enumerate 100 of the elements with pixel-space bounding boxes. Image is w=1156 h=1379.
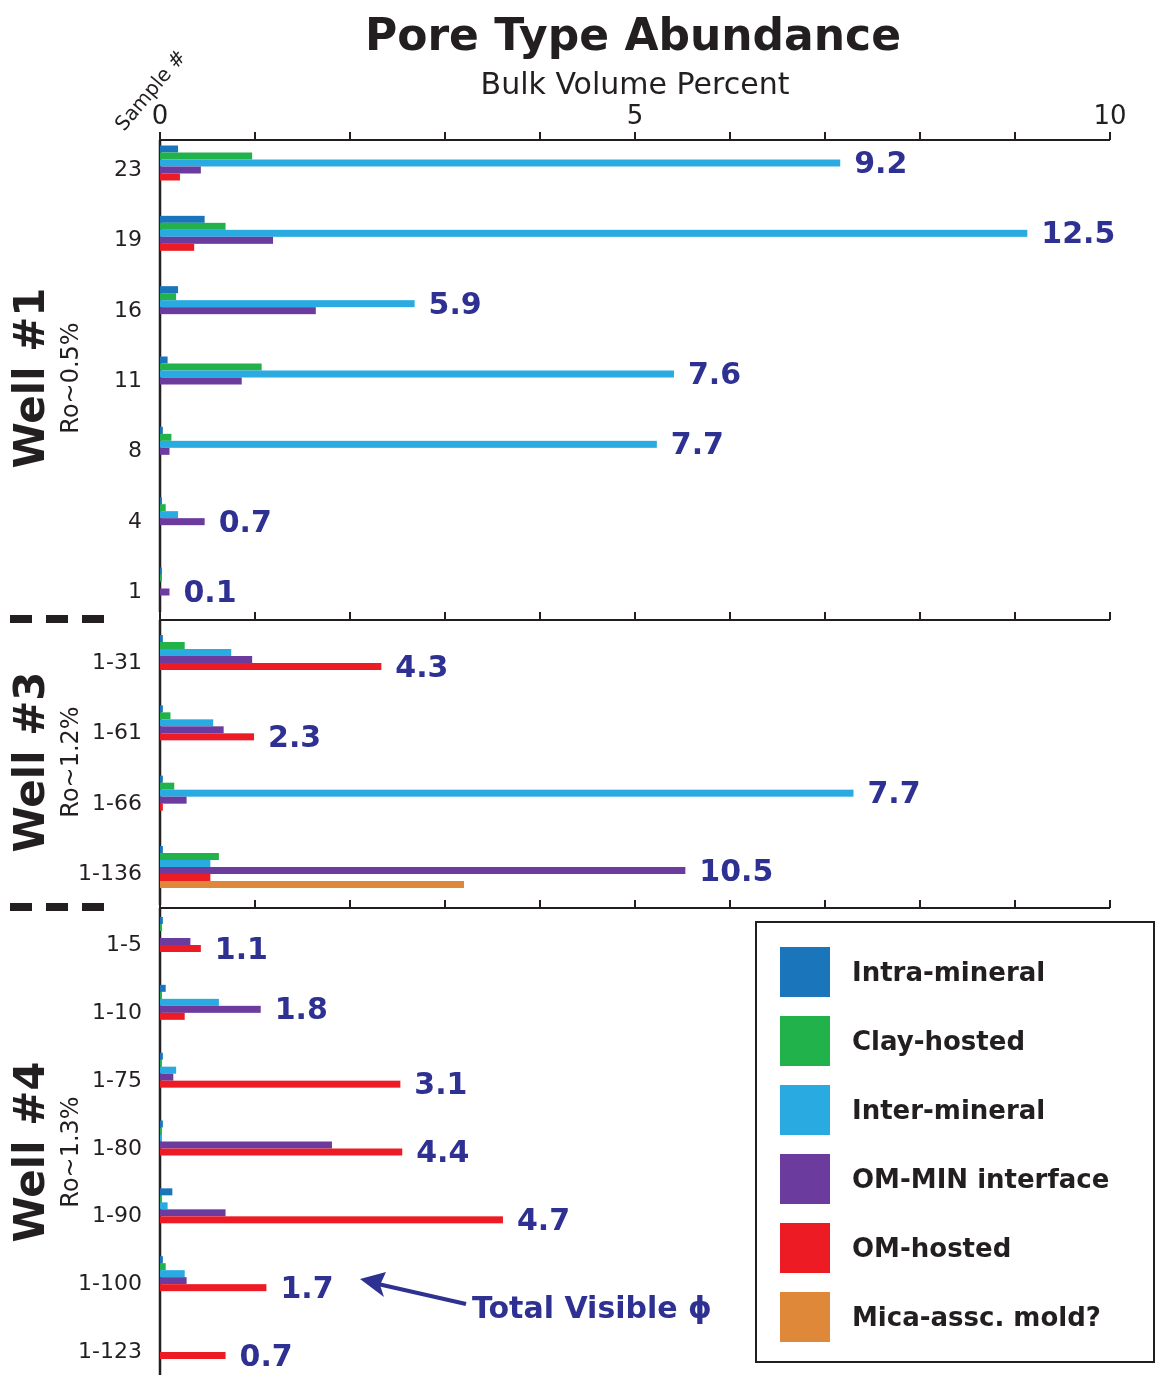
- bar: [160, 1263, 166, 1271]
- legend-label: Inter-mineral: [852, 1095, 1046, 1125]
- annotation: 2.3: [268, 718, 322, 754]
- annotation: 1.1: [214, 930, 269, 966]
- bar: [160, 726, 224, 734]
- bar: [160, 789, 854, 797]
- bar: [160, 363, 262, 371]
- bar: [160, 426, 163, 434]
- annotation: 10.5: [699, 852, 774, 888]
- bar: [160, 447, 170, 455]
- x-tick-label: 5: [626, 100, 644, 130]
- text: Ro~1.2%: [56, 706, 84, 818]
- y-tick-label: 1-123: [78, 1338, 142, 1363]
- bar: [160, 663, 382, 670]
- bar: [160, 853, 219, 860]
- bar: [160, 504, 166, 512]
- bar: [160, 518, 205, 526]
- y-tick-label: 16: [114, 296, 142, 322]
- bar: [160, 1216, 503, 1224]
- annotation: 4.4: [416, 1134, 470, 1169]
- bar: [160, 370, 674, 378]
- y-tick-label: 1-31: [92, 649, 142, 674]
- annotation: 0.7: [239, 1337, 293, 1373]
- x-tick-label: 10: [1093, 100, 1127, 130]
- bar: [160, 1188, 173, 1196]
- legend-label: OM-hosted: [852, 1233, 1012, 1263]
- annotation: Total Visible ϕ: [472, 1290, 712, 1325]
- y-tick-label: 1-61: [92, 719, 142, 745]
- bar: [160, 236, 274, 244]
- y-axis-title: Well #4: [5, 1061, 54, 1243]
- bar: [160, 642, 185, 649]
- bar: [160, 1256, 163, 1264]
- bar: [160, 1012, 185, 1020]
- bar: [160, 152, 253, 160]
- annotation: 4.3: [395, 648, 449, 684]
- y-tick-label: 1-90: [92, 1202, 142, 1228]
- annotation: 7.7: [867, 775, 921, 811]
- bar: [160, 775, 163, 783]
- bar: [160, 1005, 261, 1013]
- bar: [160, 222, 226, 230]
- annotation: 5.9: [428, 285, 482, 321]
- bar: [160, 1148, 403, 1156]
- bar: [160, 1073, 174, 1081]
- bar: [160, 867, 686, 874]
- bar: [160, 377, 242, 385]
- y-axis-title: Well #1: [5, 287, 54, 469]
- y-tick-label: 1-80: [92, 1134, 142, 1160]
- annotation: 7.6: [687, 356, 742, 391]
- bar: [160, 938, 191, 945]
- bar: [160, 1202, 168, 1210]
- bar: [160, 881, 464, 888]
- y-tick-label: 1-5: [106, 931, 142, 956]
- legend-label: Clay-hosted: [852, 1026, 1025, 1056]
- annotation: 0.7: [218, 503, 272, 539]
- bar: [160, 229, 1028, 237]
- bar: [160, 1284, 267, 1292]
- y-tick-label: 1-10: [92, 998, 142, 1024]
- bar: [160, 984, 166, 992]
- bar: [160, 846, 163, 853]
- y-tick-label: 1: [128, 578, 142, 603]
- annotation: 0.1: [183, 574, 237, 609]
- bar: [160, 159, 841, 167]
- bar: [160, 356, 168, 364]
- bar: [160, 307, 316, 315]
- bar: [160, 998, 219, 1006]
- y-tick-label: 1-66: [92, 789, 142, 815]
- bar: [160, 243, 195, 251]
- annotation: 7.7: [670, 426, 725, 462]
- bar: [160, 874, 211, 881]
- bar: [160, 712, 171, 720]
- bar: [160, 803, 163, 811]
- chart-title: Pore Type Abundance: [364, 9, 902, 60]
- text: Ro~1.3%: [56, 1096, 84, 1208]
- y-tick-label: 4: [128, 507, 142, 533]
- bar: [160, 215, 205, 223]
- bar: [160, 173, 180, 181]
- bar: [160, 782, 175, 790]
- bar: [160, 145, 179, 153]
- bar: [160, 286, 179, 294]
- bar: [160, 945, 201, 952]
- text: Ro~0.5%: [56, 322, 84, 434]
- bar: [160, 1080, 401, 1088]
- bar: [160, 656, 253, 663]
- bar: [160, 293, 177, 301]
- bar: [160, 719, 214, 727]
- bar: [160, 511, 179, 519]
- bar: [160, 588, 170, 596]
- bar: [160, 733, 255, 741]
- bar: [160, 433, 172, 441]
- annotation: 9.2: [854, 145, 908, 180]
- x-axis-title: Bulk Volume Percent: [480, 66, 790, 101]
- y-tick-label: 1-136: [78, 860, 142, 885]
- legend-label: Intra-mineral: [852, 957, 1046, 987]
- annotation: 4.7: [516, 1201, 571, 1237]
- bar: [160, 1066, 177, 1074]
- y-axis-title: Well #3: [5, 671, 54, 853]
- bar: [160, 860, 211, 867]
- bar: [160, 1141, 332, 1149]
- bar: [160, 1277, 187, 1285]
- y-tick-label: 19: [114, 226, 142, 252]
